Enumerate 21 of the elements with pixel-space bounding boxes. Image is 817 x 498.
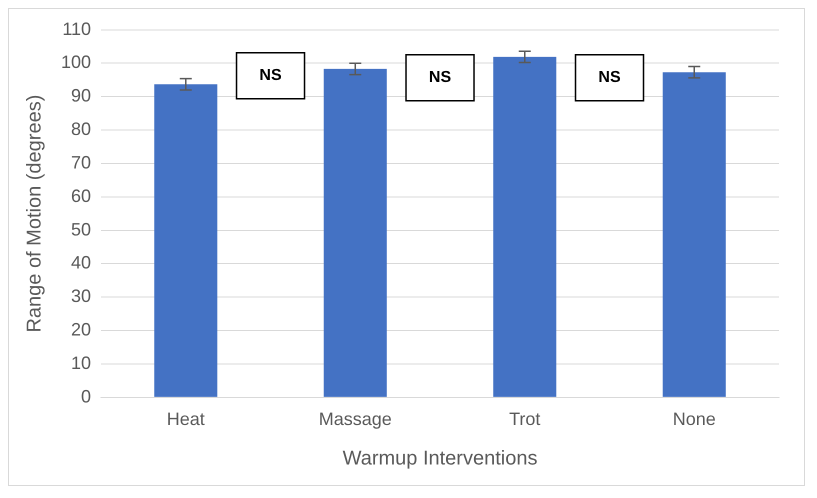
- x-axis-title: Warmup Interventions: [342, 448, 538, 470]
- y-tick-label: 30: [71, 286, 92, 306]
- y-tick-label: 80: [71, 119, 92, 140]
- annotation: NS: [259, 67, 282, 84]
- y-tick-label: 110: [62, 18, 92, 39]
- y-tick-label: 10: [71, 352, 92, 373]
- x-tick-label: None: [672, 409, 716, 430]
- y-tick-label: 70: [71, 152, 92, 172]
- x-tick-label: Massage: [318, 409, 392, 430]
- y-axis-title: Range of Motion (degrees): [24, 94, 46, 333]
- y-tick-label: 60: [71, 186, 92, 206]
- y-tick-label: 40: [71, 252, 92, 273]
- y-tick-label: 50: [71, 219, 92, 240]
- annotation: NS: [598, 69, 621, 86]
- y-tick-label: 100: [60, 52, 92, 72]
- y-tick-label: 20: [71, 320, 92, 340]
- x-tick-label: Trot: [509, 409, 540, 430]
- y-tick-label: 90: [71, 86, 92, 106]
- y-tick-label: 0: [81, 386, 92, 406]
- x-tick-label: Heat: [166, 409, 205, 430]
- annotation: NS: [428, 69, 452, 86]
